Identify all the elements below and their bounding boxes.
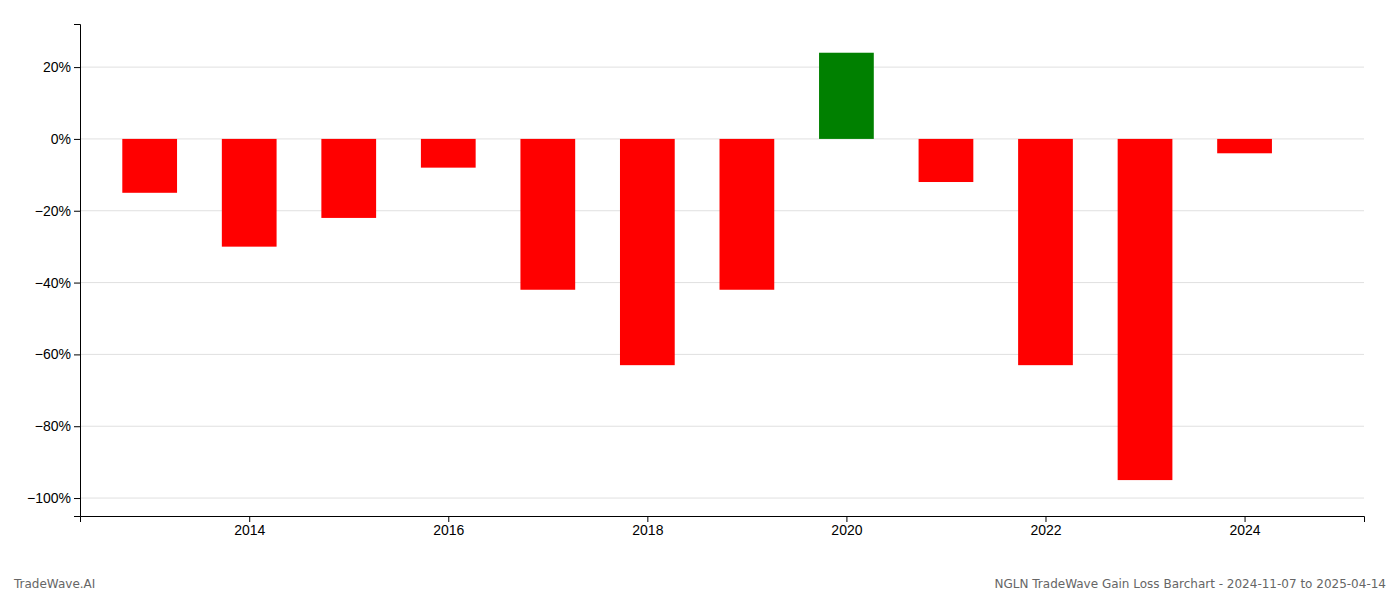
y-tick: −40% (35, 275, 80, 291)
bar (1217, 139, 1272, 153)
bar (620, 139, 675, 365)
plot-area (122, 53, 1272, 480)
y-tick-mark (74, 498, 80, 499)
x-tick-label: 2024 (1229, 522, 1260, 538)
y-tick: −60% (35, 346, 80, 362)
y-tick: 0% (51, 131, 80, 147)
x-tick: 2014 (234, 516, 265, 538)
chart: 20%0%−20%−40%−60%−80%−100%20142016201820… (0, 0, 1400, 600)
x-tick: 2022 (1030, 516, 1061, 538)
x-tick-label: 2016 (433, 522, 464, 538)
y-tick: −80% (35, 418, 80, 434)
grid (80, 67, 1364, 498)
y-tick-mark (74, 283, 80, 284)
y-axis: 20% 0% −20% −40% −60% −80% −100% (27, 25, 80, 517)
grid-line (80, 67, 1364, 68)
x-axis-line (81, 517, 1365, 523)
x-tick: 2016 (433, 516, 464, 538)
y-tick-label: 20% (43, 59, 71, 75)
x-axis: 2014 2016 2018 2020 2022 2024 (81, 516, 1365, 538)
x-tick-label: 2018 (632, 522, 663, 538)
y-tick-label: −20% (35, 203, 71, 219)
y-tick-mark (74, 139, 80, 140)
bar (919, 139, 974, 182)
y-tick-label: −100% (27, 490, 71, 506)
y-axis-line (74, 25, 81, 517)
y-tick-mark (74, 354, 80, 355)
x-tick-label: 2022 (1030, 522, 1061, 538)
y-tick: −20% (35, 203, 80, 219)
y-tick-label: −80% (35, 418, 71, 434)
y-tick: −100% (27, 490, 80, 506)
y-tick: 20% (43, 59, 80, 75)
y-tick-mark (74, 426, 80, 427)
y-tick-mark (74, 211, 80, 212)
x-tick: 2018 (632, 516, 663, 538)
bar (720, 139, 775, 290)
footer-text: NGLN TradeWave Gain Loss Barchart - 2024… (995, 577, 1386, 591)
x-tick: 2020 (831, 516, 862, 538)
x-tick-label: 2014 (234, 522, 265, 538)
grid-line (80, 498, 1364, 499)
bar (520, 139, 575, 290)
bar (1018, 139, 1073, 365)
y-tick-label: −60% (35, 346, 71, 362)
bar (421, 139, 476, 168)
y-tick-label: 0% (51, 131, 71, 147)
bar (321, 139, 376, 218)
footer-text: TradeWave.AI (13, 577, 95, 591)
bar (222, 139, 277, 247)
y-tick-label: −40% (35, 275, 71, 291)
bar (122, 139, 177, 193)
y-tick-mark (74, 67, 80, 68)
bar (1118, 139, 1173, 480)
bar (819, 53, 874, 139)
x-tick-label: 2020 (831, 522, 862, 538)
x-tick: 2024 (1229, 516, 1260, 538)
